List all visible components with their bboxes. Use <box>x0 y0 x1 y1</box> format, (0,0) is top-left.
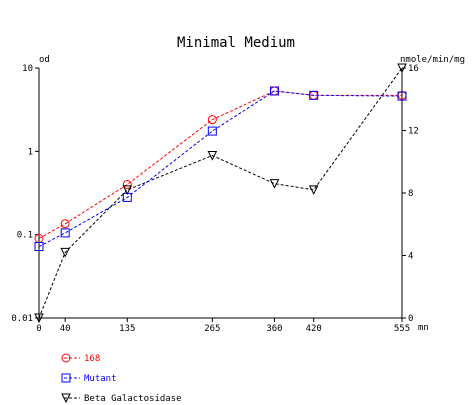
legend-label-1: Mutant <box>84 374 117 384</box>
y-right-tick-label: 4 <box>408 252 413 262</box>
legend-marker-0 <box>61 353 71 363</box>
y-left-axis-label: od <box>39 55 50 65</box>
series-line-0 <box>38 90 402 239</box>
data-point-2 <box>60 247 70 258</box>
y-left-tick-label: 0.1 <box>17 231 33 241</box>
legend-marker-1 <box>61 373 71 383</box>
x-tick-label: 135 <box>119 324 135 334</box>
data-point-2 <box>308 185 319 195</box>
data-point-0 <box>122 179 132 189</box>
x-tick-label: 360 <box>266 324 282 334</box>
legend: 168 Mutant Beta Galactosidase <box>61 353 182 404</box>
series-line-1 <box>38 90 403 247</box>
y-left-tick-label: 10 <box>22 64 33 74</box>
data-point-2 <box>34 313 44 324</box>
y-right-tick-label: 8 <box>408 189 413 199</box>
data-point-0 <box>207 115 217 125</box>
data-point-1 <box>34 242 44 252</box>
data-point-0 <box>60 219 70 229</box>
data-point-2 <box>397 63 407 74</box>
data-point-1 <box>269 86 279 96</box>
legend-label-2: Beta Galactosidase <box>84 394 182 404</box>
x-tick-label: 555 <box>394 324 410 334</box>
axis-ticks: 0 40 135 265 360 420 555 0.01 0.1 1 10 0 4 8 12 16 <box>11 64 419 334</box>
x-tick-label: 0 <box>36 324 41 334</box>
data-point-2 <box>269 179 280 189</box>
y-left-tick-label: 1 <box>28 147 33 157</box>
data-point-1 <box>60 228 70 238</box>
y-right-tick-label: 0 <box>408 314 413 324</box>
x-axis-unit-label: mn <box>418 323 429 333</box>
x-tick-label: 265 <box>204 324 220 334</box>
data-point-2 <box>207 151 218 161</box>
y-right-tick-label: 12 <box>408 127 419 137</box>
x-tick-label: 420 <box>306 324 322 334</box>
data-point-1 <box>309 90 319 100</box>
y-left-tick-label: 0.01 <box>11 314 33 324</box>
data-point-1 <box>207 126 217 136</box>
data-point-2 <box>122 185 133 195</box>
data-point-1 <box>397 91 407 101</box>
y-right-axis-label: nmole/min/mg <box>400 55 465 65</box>
series-line-2 <box>38 67 403 319</box>
series-group <box>34 63 407 324</box>
x-tick-label: 40 <box>60 324 71 334</box>
y-right-tick-label: 16 <box>408 64 419 74</box>
chart-title: Minimal Medium <box>177 35 295 51</box>
legend-label-0: 168 <box>84 354 100 364</box>
legend-marker-2 <box>61 393 71 404</box>
